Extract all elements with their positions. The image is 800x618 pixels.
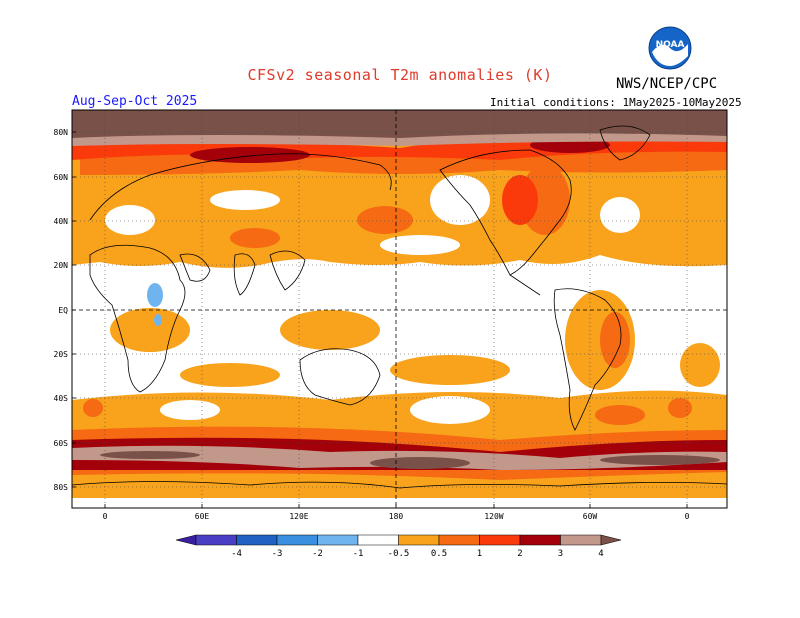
lon-label: 120E xyxy=(289,512,308,521)
colorbar-tick-label: -0.5 xyxy=(388,549,410,559)
colorbar-segment xyxy=(236,534,278,546)
lat-label: 80N xyxy=(54,128,69,137)
initial-conditions-label: Initial conditions: 1May2025-10May2025 xyxy=(490,96,742,109)
lat-label: 20S xyxy=(54,350,69,359)
lat-label: 40N xyxy=(54,217,69,226)
logo-text: NOAA xyxy=(656,40,685,50)
colorbar-segment xyxy=(438,534,480,546)
colorbar-tick-label: -2 xyxy=(312,549,323,559)
colorbar-tick-label: -4 xyxy=(231,549,242,559)
colorbar-segment xyxy=(195,534,237,546)
colorbar-tick-label: 4 xyxy=(598,549,603,559)
colorbar-tick-label: -3 xyxy=(272,549,283,559)
lat-label: 80S xyxy=(54,483,69,492)
colorbar-segment xyxy=(276,534,318,546)
colorbar-segment xyxy=(519,534,561,546)
lat-label: 20N xyxy=(54,261,69,270)
latitude-labels: 80N 60N 40N 20N EQ 20S 40S 60S 80S xyxy=(54,128,69,492)
noaa-logo-icon: NOAA xyxy=(648,26,692,70)
lon-label: 180 xyxy=(389,512,404,521)
map-title: CFSv2 seasonal T2m anomalies (K) xyxy=(247,66,553,84)
lon-label: 60W xyxy=(583,512,598,521)
lat-label: 60N xyxy=(54,173,69,182)
anomaly-field xyxy=(72,110,727,508)
colorbar-segment xyxy=(479,534,521,546)
organization-label: NWS/NCEP/CPC xyxy=(616,76,718,92)
lon-label: 60E xyxy=(195,512,210,521)
equator-dateline xyxy=(72,110,727,508)
colorbar-arrow-right xyxy=(600,534,622,546)
colorbar-segment xyxy=(560,534,602,546)
lon-label: 0 xyxy=(103,512,108,521)
colorbar-tick-label: 0.5 xyxy=(431,549,447,559)
colorbar-segment xyxy=(317,534,359,546)
colorbar-tick-label: -1 xyxy=(353,549,364,559)
season-label: Aug-Sep-Oct 2025 xyxy=(72,94,198,109)
colorbar-tick-label: 2 xyxy=(517,549,522,559)
colorbar-tick-label: 1 xyxy=(477,549,482,559)
map-frame xyxy=(71,109,728,509)
lat-label: EQ xyxy=(58,306,68,315)
colorbar-tick-label: 3 xyxy=(558,549,563,559)
colorbar-arrow-left xyxy=(175,534,197,546)
longitude-labels: 0 60E 120E 180 120W 60W 0 xyxy=(103,512,690,521)
lon-label: 120W xyxy=(484,512,503,521)
colorbar-segment xyxy=(398,534,440,546)
lon-label: 0 xyxy=(685,512,690,521)
coastlines xyxy=(72,125,727,489)
colorbar-segment xyxy=(357,534,399,546)
lat-label: 40S xyxy=(54,394,69,403)
lat-label: 60S xyxy=(54,439,69,448)
colorbar: -4 -3 -2 -1 -0.5 0.5 1 2 3 4 xyxy=(175,534,622,559)
